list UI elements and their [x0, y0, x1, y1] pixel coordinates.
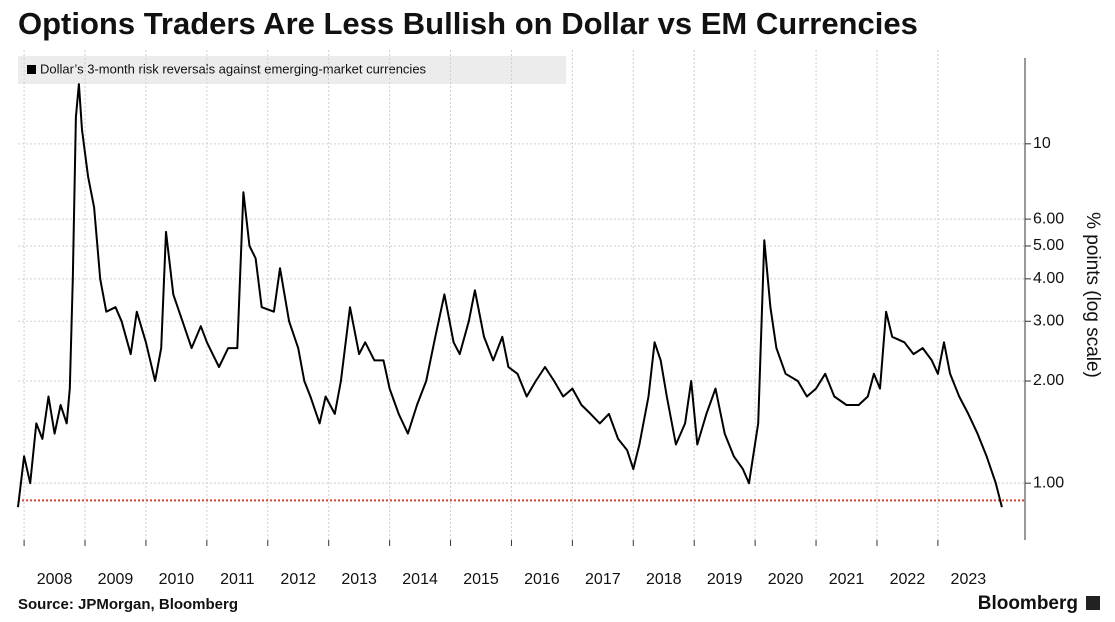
x-tick-label: 2022	[890, 571, 926, 588]
x-tick-label: 2015	[463, 571, 499, 588]
legend-swatch	[27, 65, 36, 74]
x-tick-label: 2009	[98, 571, 134, 588]
x-tick-label: 2021	[829, 571, 865, 588]
y-tick-label: 1.00	[1033, 474, 1064, 491]
x-tick-label: 2010	[159, 571, 195, 588]
x-tick-label: 2017	[585, 571, 621, 588]
x-tick-label: 2019	[707, 571, 743, 588]
y-tick-label: 10	[1033, 135, 1051, 152]
brand-icon	[1086, 596, 1100, 610]
x-tick-label: 2011	[220, 571, 255, 588]
legend-label: Dollar’s 3-month risk reversals against …	[40, 61, 427, 76]
y-axis-label: % points (log scale)	[1082, 212, 1103, 378]
legend	[18, 56, 566, 84]
x-tick-label: 2016	[524, 571, 560, 588]
x-tick-label: 2023	[951, 571, 987, 588]
x-tick-label: 2012	[280, 571, 316, 588]
y-tick-label: 6.00	[1033, 210, 1064, 227]
y-tick-label: 5.00	[1033, 237, 1064, 254]
y-tick-label: 2.00	[1033, 372, 1064, 389]
y-tick-label: 4.00	[1033, 270, 1064, 287]
x-tick-label: 2008	[37, 571, 73, 588]
x-tick-label: 2014	[402, 571, 438, 588]
source: Source: JPMorgan, Bloomberg	[18, 596, 238, 613]
x-tick-label: 2013	[341, 571, 377, 588]
x-tick-label: 2020	[768, 571, 804, 588]
chart-title: Options Traders Are Less Bullish on Doll…	[18, 6, 918, 41]
data-line	[17, 83, 1003, 508]
brand: Bloomberg	[978, 593, 1078, 614]
y-tick-label: 3.00	[1033, 312, 1064, 329]
x-tick-label: 2018	[646, 571, 682, 588]
